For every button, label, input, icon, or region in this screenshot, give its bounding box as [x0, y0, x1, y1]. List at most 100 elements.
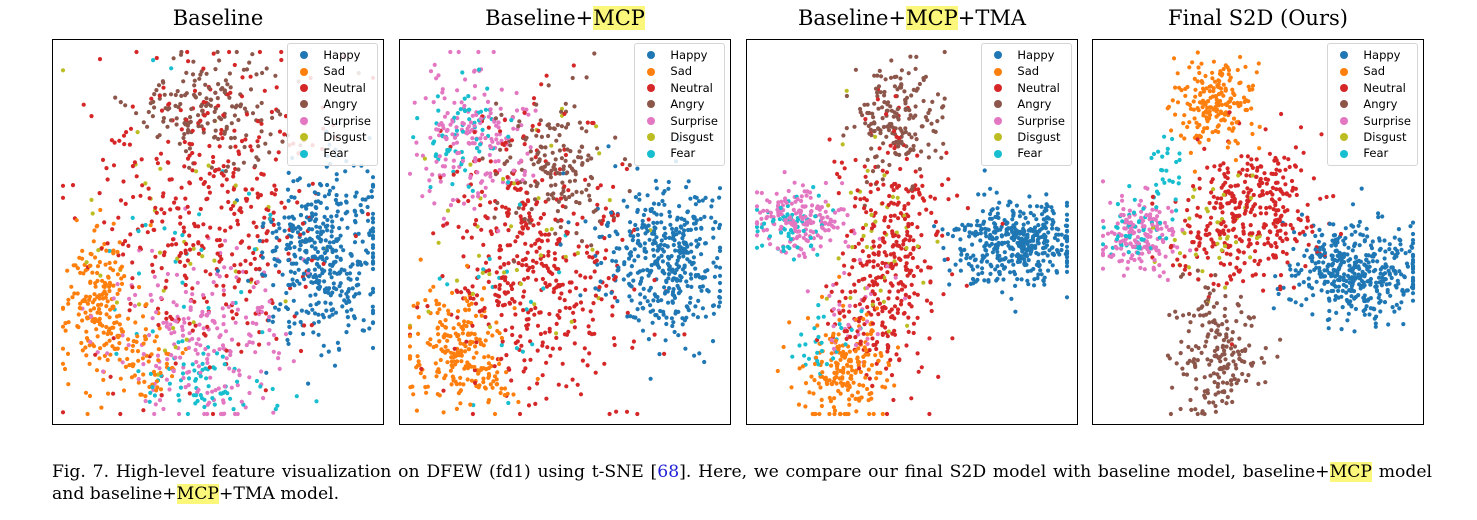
point-neutral — [497, 283, 502, 288]
point-angry — [899, 128, 904, 134]
point-surprise — [774, 191, 779, 196]
point-neutral — [522, 289, 527, 294]
point-disgust — [454, 278, 460, 283]
point-neutral — [862, 196, 867, 201]
point-happy — [1001, 266, 1007, 271]
point-angry — [586, 153, 591, 158]
point-neutral — [841, 308, 846, 313]
point-neutral — [211, 159, 216, 165]
point-angry — [225, 82, 230, 87]
point-sad — [823, 333, 828, 338]
point-angry — [229, 136, 234, 141]
point-sad — [465, 377, 470, 382]
point-surprise — [235, 307, 240, 312]
point-neutral — [224, 348, 229, 353]
point-angry — [244, 133, 249, 138]
point-neutral — [525, 226, 530, 231]
point-angry — [553, 157, 558, 162]
point-fear — [273, 407, 278, 412]
point-neutral — [254, 176, 260, 181]
point-happy — [988, 186, 993, 191]
point-angry — [613, 135, 618, 140]
point-sad — [115, 272, 120, 277]
point-angry — [540, 167, 545, 172]
point-angry — [546, 133, 551, 139]
point-happy — [958, 258, 963, 263]
point-neutral — [574, 286, 579, 291]
point-neutral — [574, 302, 579, 307]
point-happy — [1293, 300, 1298, 305]
point-surprise — [803, 214, 808, 219]
point-happy — [966, 261, 971, 267]
point-neutral — [915, 315, 920, 320]
point-surprise — [776, 203, 781, 208]
point-neutral — [231, 170, 236, 176]
point-sad — [83, 390, 89, 395]
point-neutral — [896, 216, 901, 221]
point-sad — [827, 378, 832, 383]
point-angry — [212, 109, 217, 114]
point-neutral — [464, 339, 469, 344]
point-neutral — [889, 183, 894, 189]
point-sad — [143, 327, 148, 332]
point-neutral — [552, 251, 557, 256]
point-sad — [60, 324, 66, 329]
point-happy — [286, 170, 291, 175]
point-neutral — [903, 284, 908, 289]
point-happy — [994, 214, 999, 220]
point-sad — [117, 287, 122, 292]
point-surprise — [767, 199, 772, 205]
point-angry — [145, 124, 150, 129]
point-happy — [675, 215, 680, 220]
point-neutral — [272, 183, 277, 188]
point-angry — [882, 100, 887, 105]
point-fear — [1176, 181, 1181, 186]
point-fear — [819, 340, 824, 345]
point-sad — [102, 289, 107, 294]
point-happy — [993, 225, 998, 230]
point-happy — [662, 291, 668, 296]
point-surprise — [165, 271, 170, 277]
point-neutral — [497, 255, 502, 260]
point-neutral — [612, 342, 617, 348]
point-angry — [182, 132, 187, 137]
point-neutral — [564, 332, 570, 337]
point-angry — [574, 231, 579, 236]
point-angry — [914, 54, 919, 59]
point-angry — [530, 128, 535, 133]
point-neutral — [246, 233, 251, 238]
point-happy — [613, 164, 618, 169]
point-happy — [659, 212, 664, 217]
point-neutral — [537, 245, 542, 250]
point-happy — [1379, 283, 1384, 288]
point-surprise — [483, 185, 488, 190]
point-fear — [458, 107, 463, 112]
point-angry — [549, 168, 554, 173]
point-surprise — [247, 390, 252, 396]
point-neutral — [598, 183, 603, 188]
point-happy — [627, 294, 632, 299]
point-fear — [176, 393, 181, 398]
point-neutral — [497, 248, 502, 253]
point-happy — [625, 314, 630, 319]
legend-item: Disgust — [988, 129, 1065, 145]
point-neutral — [880, 168, 885, 173]
point-angry — [191, 59, 196, 64]
point-happy — [706, 289, 711, 294]
point-happy — [306, 268, 311, 273]
point-sad — [435, 369, 440, 374]
point-neutral — [254, 224, 259, 230]
point-neutral — [509, 286, 515, 292]
point-sad — [812, 361, 818, 367]
point-sad — [102, 241, 107, 247]
point-disgust — [607, 198, 612, 203]
point-disgust — [514, 267, 519, 273]
point-fear — [107, 248, 112, 254]
point-surprise — [220, 343, 226, 348]
point-neutral — [584, 244, 590, 249]
point-angry — [516, 205, 521, 210]
point-angry — [559, 124, 564, 129]
point-sad — [104, 248, 109, 253]
point-happy — [607, 233, 612, 239]
point-happy — [615, 299, 620, 304]
